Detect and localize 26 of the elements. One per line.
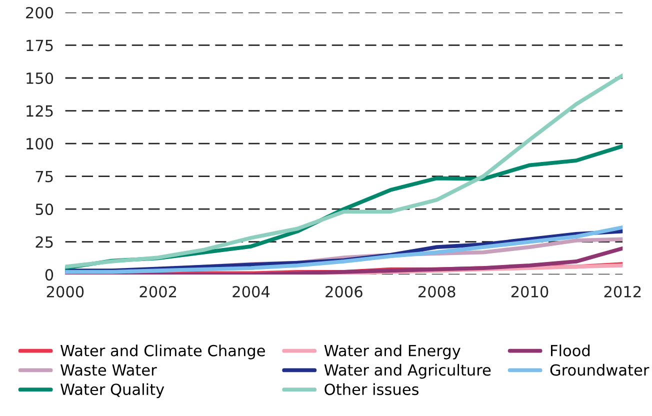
y-tick-label: 25: [36, 236, 53, 248]
y-tick-label: 50: [36, 204, 54, 216]
x-tick-label: 2012: [604, 286, 641, 298]
legend-label: Flood: [550, 344, 590, 356]
x-tick-label: 2002: [140, 286, 176, 298]
legend-label: Water and Agriculture: [324, 364, 491, 379]
y-tick-label: 100: [26, 138, 54, 150]
y-tick-label: 75: [36, 170, 53, 182]
legend-label: Water and Energy: [324, 344, 460, 360]
legend-label: Other issues: [324, 383, 419, 396]
y-tick-label: 125: [26, 105, 53, 117]
line-series: [65, 246, 623, 275]
legend-label: Water Quality: [60, 383, 164, 398]
y-tick-label: 0: [45, 269, 54, 281]
legend-label: Water and Climate Change: [60, 344, 265, 360]
x-tick-label: 2004: [232, 286, 270, 298]
line-series: [65, 73, 623, 269]
x-tick-label: 2008: [418, 286, 456, 298]
y-tick-label: 175: [26, 40, 53, 52]
y-tick-label: 200: [26, 6, 54, 18]
x-tick-label: 2000: [46, 286, 84, 298]
legend-label: Waste Water: [60, 364, 157, 376]
legend-label: Groundwater: [550, 364, 650, 376]
y-tick-label: 150: [26, 72, 54, 84]
x-tick-label: 2006: [326, 286, 362, 298]
x-tick-label: 2010: [511, 286, 548, 298]
